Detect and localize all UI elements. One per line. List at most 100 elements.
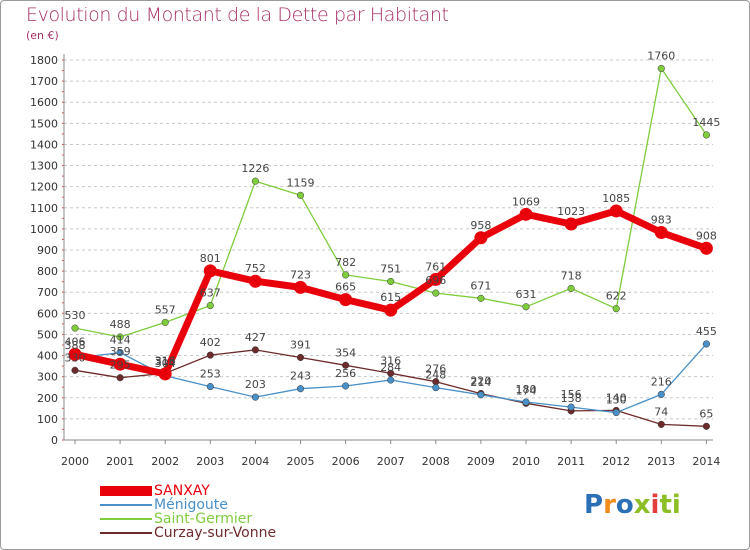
data-point-curzay-sur-vonne: [657, 420, 665, 428]
data-label-saint-germier: 631: [516, 288, 537, 301]
data-point-saint-germier: [657, 64, 665, 72]
data-label-curzay-sur-vonne: 427: [245, 331, 266, 344]
data-label-curzay-sur-vonne: 316: [155, 354, 176, 367]
x-tick-label: 2006: [332, 455, 360, 468]
data-label-saint-germier: 782: [335, 256, 356, 269]
data-point-menigoute: [657, 390, 665, 398]
x-tick-label: 2002: [151, 455, 179, 468]
data-label-sanxay: 1023: [557, 205, 585, 218]
x-tick-label: 2012: [602, 455, 630, 468]
data-point-menigoute: [251, 393, 259, 401]
data-label-sanxay: 406: [65, 335, 86, 348]
data-point-sanxay: [654, 225, 668, 239]
data-label-saint-germier: 488: [110, 318, 131, 331]
data-label-saint-germier: 557: [155, 303, 176, 316]
y-tick-label: 1700: [30, 75, 58, 88]
data-label-curzay-sur-vonne: 138: [561, 392, 582, 405]
legend-label: Ménigoute: [154, 497, 228, 513]
data-point-saint-germier: [477, 294, 485, 302]
data-label-menigoute: 284: [380, 361, 401, 374]
y-tick-label: 100: [37, 413, 58, 426]
data-label-saint-germier: 637: [200, 287, 221, 300]
data-label-curzay-sur-vonne: 74: [654, 405, 668, 418]
data-point-saint-germier: [296, 191, 305, 199]
y-tick-label: 400: [37, 350, 58, 363]
data-label-curzay-sur-vonne: 174: [516, 384, 537, 397]
data-label-sanxay: 752: [245, 262, 266, 275]
data-point-menigoute: [432, 384, 440, 392]
data-point-curzay-sur-vonne: [342, 361, 350, 369]
data-point-menigoute: [612, 409, 620, 417]
legend-item: Curzay-sur-Vonne: [100, 525, 360, 541]
data-label-menigoute: 304: [155, 357, 176, 370]
data-label-menigoute: 156: [561, 388, 582, 401]
data-point-sanxay: [474, 231, 488, 245]
x-tick-label: 2001: [106, 455, 134, 468]
data-point-saint-germier: [702, 131, 710, 139]
data-point-sanxay: [248, 274, 262, 288]
data-point-menigoute: [296, 385, 305, 393]
data-label-sanxay: 723: [290, 268, 311, 281]
data-label-sanxay: 359: [110, 345, 131, 358]
data-point-menigoute: [477, 391, 485, 399]
legend-label: Curzay-sur-Vonne: [154, 525, 277, 541]
axes: 0 100 200 300 400 500 600 700 800 900 1000 1100 1200…: [30, 54, 720, 468]
x-tick-label: 2009: [467, 455, 495, 468]
data-point-sanxay: [699, 241, 713, 255]
data-label-sanxay: 761: [425, 260, 446, 273]
data-point-curzay-sur-vonne: [116, 374, 124, 382]
data-point-saint-germier: [522, 303, 530, 311]
data-point-saint-germier: [387, 277, 395, 286]
data-point-sanxay: [384, 303, 398, 317]
data-label-sanxay: 801: [200, 252, 221, 265]
data-point-sanxay: [203, 264, 217, 278]
data-label-sanxay: 958: [470, 219, 491, 232]
data-point-curzay-sur-vonne: [251, 346, 259, 354]
data-label-menigoute: 180: [516, 383, 537, 396]
data-point-sanxay: [158, 367, 172, 381]
data-label-sanxay: 1069: [512, 195, 540, 208]
x-tick-label: 2014: [692, 455, 720, 468]
proxiti-logo: Proxiti: [584, 490, 681, 520]
legend-item: SANXAY: [100, 483, 360, 499]
legend-item: Saint-Germier: [100, 511, 360, 527]
data-label-sanxay: 615: [380, 291, 401, 304]
x-tick-label: 2003: [196, 455, 224, 468]
data-point-sanxay: [564, 217, 578, 231]
y-tick-label: 500: [37, 328, 58, 341]
data-label-saint-germier: 1226: [241, 162, 269, 175]
y-tick-label: 1600: [30, 96, 58, 109]
data-label-sanxay: 665: [335, 281, 356, 294]
series-lines: [68, 64, 713, 430]
y-tick-label: 200: [37, 392, 58, 405]
data-label-menigoute: 216: [651, 375, 672, 388]
data-labels: 330 295 316 402 427 391 354 316 276 220 174 138 140 7…: [65, 49, 721, 420]
data-label-saint-germier: 530: [65, 309, 86, 322]
data-label-saint-germier: 696: [425, 274, 446, 287]
data-point-saint-germier: [251, 177, 259, 185]
data-label-menigoute: 256: [335, 367, 356, 380]
data-point-sanxay: [519, 207, 533, 221]
data-label-saint-germier: 622: [606, 290, 627, 303]
data-point-sanxay: [113, 357, 127, 371]
data-label-menigoute: 130: [606, 394, 627, 407]
y-tick-label: 600: [37, 307, 58, 320]
x-tick-label: 2004: [241, 455, 269, 468]
data-point-sanxay: [339, 293, 353, 307]
x-tick-label: 2005: [287, 455, 315, 468]
x-tick-label: 2008: [422, 455, 450, 468]
chart-title: Evolution du Montant de la Dette par Hab…: [26, 4, 449, 26]
data-label-curzay-sur-vonne: 140: [606, 391, 627, 404]
data-point-sanxay: [68, 347, 82, 361]
data-point-sanxay: [429, 272, 443, 286]
data-point-menigoute: [387, 376, 395, 384]
data-label-sanxay: 983: [651, 213, 672, 226]
legend-swatch: [100, 486, 152, 496]
data-label-saint-germier: 718: [561, 269, 582, 282]
data-point-menigoute: [702, 340, 710, 348]
data-point-saint-germier: [161, 318, 169, 326]
x-tick-label: 2010: [512, 455, 540, 468]
data-label-sanxay: 1085: [602, 192, 630, 205]
